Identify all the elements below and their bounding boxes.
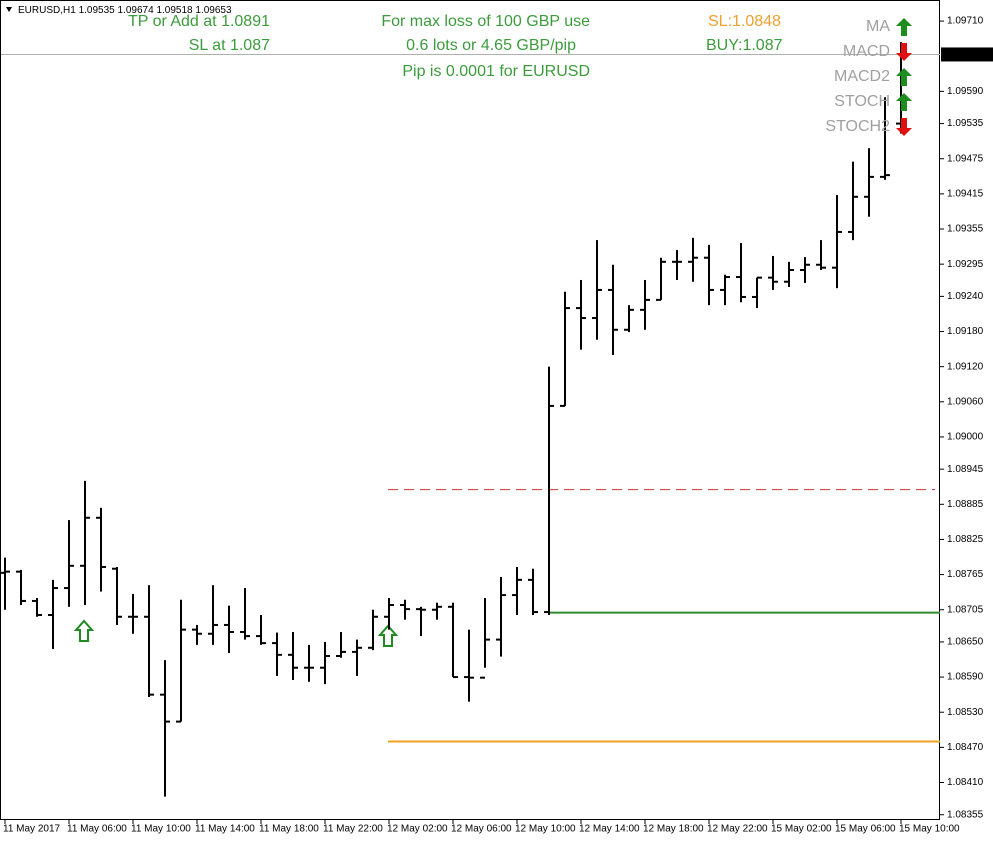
signal-arrow (896, 68, 912, 86)
signal-label: MA (866, 18, 890, 35)
x-tick-label: 12 May 02:00 (387, 824, 448, 835)
y-tick-label: 1.09240 (947, 291, 984, 302)
y-tick-label: 1.08410 (947, 777, 984, 788)
x-tick-label: 11 May 2017 (3, 824, 61, 835)
signal-label: STOCH2 (825, 118, 890, 135)
y-tick-label: 1.08470 (947, 742, 984, 753)
signal-label: MACD (843, 43, 890, 60)
x-tick-label: 11 May 10:00 (131, 824, 191, 835)
x-tick-label: 15 May 10:00 (899, 824, 960, 835)
y-tick-label: 1.08945 (947, 464, 984, 475)
signal-arrow (896, 93, 912, 111)
y-tick-label: 1.09180 (947, 326, 984, 337)
x-tick-label: 15 May 06:00 (835, 824, 896, 835)
annotation: Pip is 0.0001 for EURUSD (402, 63, 590, 80)
y-tick-label: 1.08650 (947, 637, 984, 648)
y-tick-label: 1.08825 (947, 534, 984, 545)
x-tick-label: 12 May 10:00 (515, 824, 576, 835)
buy-arrow (73, 619, 95, 642)
x-tick-label: 15 May 02:00 (771, 824, 832, 835)
y-tick-label: 1.08355 (947, 809, 984, 820)
x-tick-label: 12 May 14:00 (579, 824, 640, 835)
current-price-box (941, 47, 993, 62)
y-tick-label: 1.09535 (947, 118, 984, 129)
annotation: SL:1.0848 (708, 13, 781, 30)
signal-arrow (896, 118, 912, 136)
buy-arrow (377, 624, 399, 647)
signal-arrow (896, 18, 912, 36)
menu-triangle (6, 7, 12, 12)
x-tick-label: 11 May 18:00 (259, 824, 319, 835)
y-tick-label: 1.08590 (947, 672, 984, 683)
annotation: 0.6 lots or 4.65 GBP/pip (406, 37, 576, 54)
annotation: For max loss of 100 GBP use (381, 13, 590, 30)
current-price-label: 1.09653 (944, 49, 981, 60)
x-tick-label: 11 May 14:00 (195, 824, 255, 835)
header-low: 1.09518 (156, 5, 193, 16)
x-tick-label: 12 May 22:00 (707, 824, 768, 835)
header: EURUSD,H1 1.09535 1.09674 1.09518 1.0965… (18, 5, 232, 16)
x-tick-label: 11 May 22:00 (323, 824, 383, 835)
symbol: EURUSD,H1 (18, 5, 76, 16)
signal-label: STOCH (834, 93, 890, 110)
y-tick-label: 1.09295 (947, 259, 984, 270)
y-tick-label: 1.09000 (947, 432, 984, 443)
y-tick-label: 1.08885 (947, 499, 984, 510)
y-tick-label: 1.09415 (947, 189, 984, 200)
header-open: 1.09535 (79, 5, 116, 16)
annotation: SL at 1.087 (189, 37, 270, 54)
y-tick-label: 1.09355 (947, 224, 984, 235)
x-tick-label: 11 May 06:00 (67, 824, 127, 835)
y-tick-label: 1.09590 (947, 86, 984, 97)
y-tick-label: 1.09120 (947, 361, 984, 372)
x-tick-label: 12 May 18:00 (643, 824, 704, 835)
y-tick-label: 1.09475 (947, 153, 984, 164)
y-tick-label: 1.08705 (947, 604, 984, 615)
x-tick-label: 12 May 06:00 (451, 824, 512, 835)
y-tick-label: 1.09060 (947, 396, 984, 407)
y-tick-label: 1.08765 (947, 569, 984, 580)
annotation: BUY:1.087 (706, 37, 783, 54)
annotation: TP or Add at 1.0891 (128, 13, 270, 30)
y-tick-label: 1.08530 (947, 707, 984, 718)
signal-arrow (896, 43, 912, 61)
signal-label: MACD2 (834, 68, 890, 85)
header-high: 1.09674 (118, 5, 155, 16)
y-tick-label: 1.09710 (947, 16, 984, 27)
header-close: 1.09653 (195, 5, 232, 16)
